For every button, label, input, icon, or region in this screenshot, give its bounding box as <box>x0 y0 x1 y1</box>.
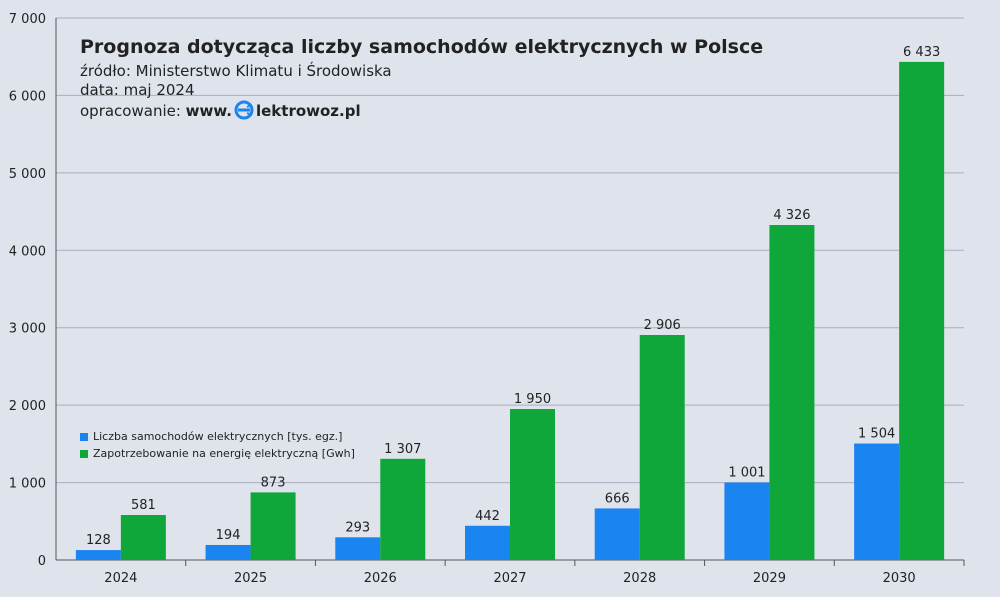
chart-header: Prognoza dotycząca liczby samochodów ele… <box>80 36 763 121</box>
y-tick-label: 4 000 <box>9 244 46 259</box>
data-label-energy: 873 <box>261 475 286 490</box>
brand-link[interactable]: www. lektrowoz.pl <box>185 100 361 120</box>
y-tick-label: 5 000 <box>9 167 46 182</box>
source-line: źródło: Ministerstwo Klimatu i Środowisk… <box>80 62 392 80</box>
brand-prefix: www. <box>185 102 232 120</box>
y-tick-label: 2 000 <box>9 399 46 414</box>
y-tick-label: 3 000 <box>9 322 46 337</box>
brand-suffix: lektrowoz.pl <box>255 102 361 120</box>
prepared-line: opracowanie: www. lektrowoz.pl <box>80 100 763 121</box>
bar-cars <box>854 443 900 560</box>
bar-energy <box>899 61 945 560</box>
legend-item-cars: Liczba samochodów elektrycznych [tys. eg… <box>80 428 355 445</box>
x-tick-label: 2026 <box>364 571 397 586</box>
data-label-cars: 1 001 <box>728 465 765 480</box>
legend-swatch-cars <box>80 432 88 441</box>
bar-cars <box>205 544 251 560</box>
bar-energy <box>510 409 555 560</box>
bar-cars <box>594 508 640 560</box>
data-label-cars: 666 <box>605 491 630 506</box>
prepared-prefix: opracowanie: <box>80 102 186 120</box>
legend-label-cars: Liczba samochodów elektrycznych [tys. eg… <box>93 430 343 443</box>
x-tick-label: 2027 <box>493 571 526 586</box>
date-line: data: maj 2024 <box>80 81 195 99</box>
y-tick-label: 1 000 <box>9 477 46 492</box>
x-tick-label: 2028 <box>623 571 656 586</box>
x-tick-label: 2024 <box>104 571 137 586</box>
data-label-cars: 194 <box>216 528 241 543</box>
bar-energy <box>769 225 815 560</box>
x-tick-label: 2029 <box>753 571 786 586</box>
data-label-energy: 1 950 <box>514 392 551 407</box>
legend-item-energy: Zapotrzebowanie na energię elektryczną [… <box>80 445 355 462</box>
data-label-energy: 581 <box>131 498 156 513</box>
legend-label-energy: Zapotrzebowanie na energię elektryczną [… <box>93 447 355 460</box>
bar-energy <box>639 334 685 560</box>
y-tick-label: 6 000 <box>9 89 46 104</box>
data-label-energy: 1 307 <box>384 442 421 457</box>
bar-energy <box>120 515 166 560</box>
legend: Liczba samochodów elektrycznych [tys. eg… <box>80 428 355 462</box>
bar-energy <box>380 458 426 560</box>
bar-cars <box>75 550 121 560</box>
bar-cars <box>335 537 381 560</box>
data-label-energy: 4 326 <box>773 208 810 223</box>
x-tick-label: 2030 <box>883 571 916 586</box>
bar-cars <box>724 482 770 560</box>
y-tick-label: 7 000 <box>9 12 46 27</box>
data-label-energy: 6 433 <box>903 45 940 60</box>
bar-energy <box>250 492 296 560</box>
x-tick-label: 2025 <box>234 571 267 586</box>
data-label-cars: 293 <box>345 520 370 535</box>
y-tick-label: 0 <box>38 554 46 569</box>
data-label-cars: 1 504 <box>858 427 895 442</box>
data-label-energy: 2 906 <box>644 318 681 333</box>
plug-e-icon <box>234 100 254 120</box>
data-label-cars: 442 <box>475 509 500 524</box>
chart-title: Prognoza dotycząca liczby samochodów ele… <box>80 36 764 58</box>
data-label-cars: 128 <box>86 533 111 548</box>
legend-swatch-energy <box>80 449 88 458</box>
bar-cars <box>465 525 510 560</box>
